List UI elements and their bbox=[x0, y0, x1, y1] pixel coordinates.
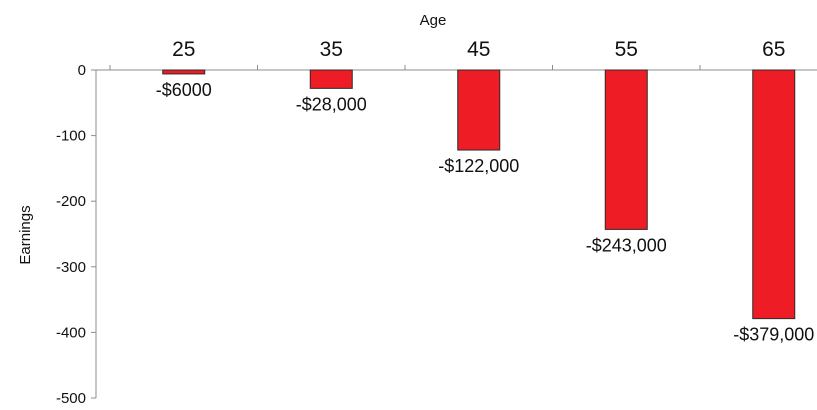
x-tick-label: 65 bbox=[762, 38, 785, 61]
y-tick-label: 0 bbox=[78, 62, 86, 79]
y-axis-title: Earnings bbox=[17, 205, 34, 264]
x-tick-label: 45 bbox=[467, 38, 490, 61]
data-label: -$28,000 bbox=[296, 94, 367, 114]
bar bbox=[752, 69, 796, 320]
x-tick-label: 25 bbox=[172, 38, 195, 61]
y-tick-label: -100 bbox=[56, 128, 86, 145]
bar bbox=[457, 69, 501, 151]
bar bbox=[309, 69, 353, 89]
data-label: -$379,000 bbox=[733, 325, 814, 345]
y-tick-label: -200 bbox=[56, 193, 86, 210]
bar bbox=[162, 69, 206, 75]
bars bbox=[162, 69, 796, 320]
data-label: -$122,000 bbox=[438, 156, 519, 176]
x-tick-label: 35 bbox=[320, 38, 343, 61]
x-tick-label: 55 bbox=[615, 38, 638, 61]
y-tick-label: -400 bbox=[56, 324, 86, 341]
axes: 0 -100 -200 -300 -400 -500 25 35 45 55 65 bbox=[56, 38, 817, 407]
y-tick-label: -300 bbox=[56, 259, 86, 276]
data-label: -$6000 bbox=[156, 80, 212, 100]
data-labels: -$6000 -$28,000 -$122,000 -$243,000 -$379,00… bbox=[156, 80, 815, 345]
bar bbox=[604, 69, 648, 230]
x-axis-title: Age bbox=[420, 12, 447, 29]
data-label: -$243,000 bbox=[586, 235, 667, 255]
y-tick-label: -500 bbox=[56, 390, 86, 407]
